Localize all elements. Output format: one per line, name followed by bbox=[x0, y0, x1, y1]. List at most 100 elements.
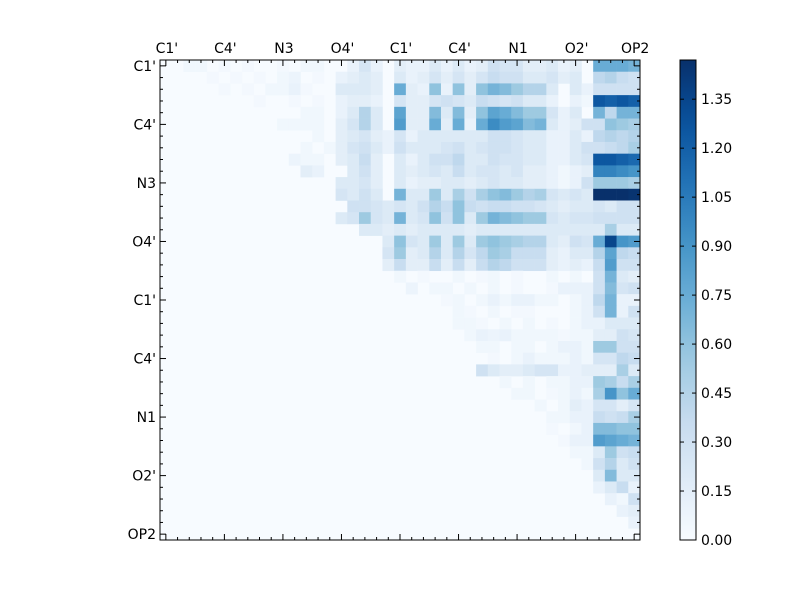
heatmap-cell bbox=[359, 141, 372, 154]
heatmap-cell bbox=[382, 212, 395, 225]
heatmap-cell bbox=[581, 235, 594, 248]
heatmap-cell bbox=[593, 458, 606, 471]
heatmap-cell bbox=[628, 223, 641, 236]
heatmap-cell bbox=[546, 352, 559, 365]
heatmap-cell bbox=[476, 130, 489, 143]
heatmap-cell bbox=[604, 329, 617, 342]
heatmap-cell bbox=[558, 411, 571, 424]
heatmap-cell bbox=[417, 212, 430, 225]
heatmap-cell bbox=[241, 83, 254, 96]
heatmap-cell bbox=[464, 141, 477, 154]
heatmap-cell bbox=[487, 294, 500, 307]
heatmap-cell bbox=[499, 177, 512, 190]
heatmap-cell bbox=[569, 118, 582, 131]
heatmap-cell bbox=[546, 411, 559, 424]
heatmap-cell bbox=[335, 153, 348, 166]
heatmap-cell bbox=[440, 118, 453, 131]
heatmap-cell bbox=[522, 71, 535, 84]
heatmap-cell bbox=[581, 446, 594, 459]
heatmap-cell bbox=[429, 71, 442, 84]
heatmap-cell bbox=[452, 60, 465, 73]
heatmap-cell bbox=[534, 259, 547, 272]
heatmap-cell bbox=[522, 247, 535, 260]
heatmap-cell bbox=[558, 130, 571, 143]
heatmap-cell bbox=[581, 364, 594, 377]
heatmap-cell bbox=[616, 305, 629, 318]
heatmap-cell bbox=[616, 469, 629, 482]
heatmap-cell bbox=[604, 364, 617, 377]
heatmap-cell bbox=[522, 317, 535, 330]
heatmap-cell bbox=[546, 95, 559, 108]
heatmap-cell bbox=[628, 317, 641, 330]
heatmap-cell bbox=[558, 352, 571, 365]
heatmap-cell bbox=[464, 83, 477, 96]
heatmap-cell bbox=[487, 153, 500, 166]
heatmap-cell bbox=[628, 83, 641, 96]
heatmap-cell bbox=[300, 165, 313, 178]
heatmap-cell bbox=[569, 434, 582, 447]
heatmap-cell bbox=[569, 141, 582, 154]
heatmap-cell bbox=[534, 60, 547, 73]
heatmap-cell bbox=[511, 141, 524, 154]
heatmap-cell bbox=[218, 60, 231, 73]
heatmap-cell bbox=[546, 60, 559, 73]
heatmap-cell bbox=[300, 153, 313, 166]
heatmap-cell bbox=[616, 247, 629, 260]
heatmap-cell bbox=[546, 235, 559, 248]
heatmap-cell bbox=[417, 118, 430, 131]
y-tick-label: C1' bbox=[133, 59, 156, 75]
heatmap-cell bbox=[604, 235, 617, 248]
heatmap-cell bbox=[558, 153, 571, 166]
heatmap-cell bbox=[628, 188, 641, 201]
heatmap-cell bbox=[464, 282, 477, 295]
heatmap-cell bbox=[382, 235, 395, 248]
heatmap-cell bbox=[581, 212, 594, 225]
heatmap-cell bbox=[452, 235, 465, 248]
heatmap-cell bbox=[628, 422, 641, 435]
heatmap-cell bbox=[429, 259, 442, 272]
heatmap-cell bbox=[534, 130, 547, 143]
heatmap-cell bbox=[417, 130, 430, 143]
y-tick-label: N3 bbox=[137, 176, 156, 192]
heatmap-cell bbox=[440, 71, 453, 84]
heatmap-cell bbox=[522, 165, 535, 178]
heatmap-cell bbox=[464, 95, 477, 108]
heatmap-cell bbox=[581, 200, 594, 213]
heatmap-cell bbox=[487, 352, 500, 365]
heatmap-cell bbox=[499, 364, 512, 377]
heatmap-cell bbox=[581, 352, 594, 365]
heatmap-cell bbox=[604, 153, 617, 166]
heatmap-cell bbox=[616, 177, 629, 190]
heatmap-cell bbox=[464, 71, 477, 84]
heatmap-cell bbox=[464, 118, 477, 131]
heatmap-cell bbox=[628, 493, 641, 506]
heatmap-cell bbox=[347, 118, 360, 131]
heatmap-cell bbox=[581, 411, 594, 424]
heatmap-cell bbox=[558, 71, 571, 84]
heatmap-cell bbox=[452, 83, 465, 96]
heatmap-cell bbox=[511, 364, 524, 377]
heatmap-cell bbox=[628, 247, 641, 260]
heatmap-cell bbox=[417, 177, 430, 190]
heatmap-cell bbox=[452, 212, 465, 225]
heatmap-cell bbox=[370, 95, 383, 108]
heatmap-cell bbox=[511, 212, 524, 225]
heatmap-cell bbox=[429, 118, 442, 131]
heatmap-cell bbox=[452, 259, 465, 272]
heatmap-cell bbox=[359, 188, 372, 201]
heatmap-cell bbox=[569, 305, 582, 318]
heatmap-cell bbox=[581, 294, 594, 307]
heatmap-cell bbox=[288, 95, 301, 108]
heatmap-cell bbox=[604, 165, 617, 178]
heatmap-cell bbox=[522, 305, 535, 318]
heatmap-cell bbox=[394, 259, 407, 272]
heatmap-cell bbox=[604, 340, 617, 353]
heatmap-cell bbox=[499, 376, 512, 389]
heatmap-cell bbox=[429, 83, 442, 96]
heatmap-cell bbox=[476, 259, 489, 272]
heatmap-cell bbox=[616, 352, 629, 365]
heatmap-cell bbox=[394, 212, 407, 225]
heatmap-cell bbox=[581, 153, 594, 166]
y-tick-label: N1 bbox=[137, 410, 156, 426]
heatmap-cell bbox=[335, 95, 348, 108]
